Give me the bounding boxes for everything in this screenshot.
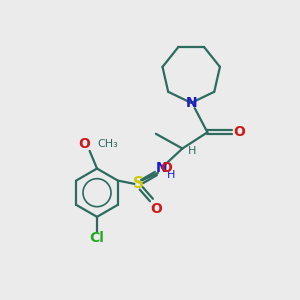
Text: S: S bbox=[133, 176, 144, 191]
Text: O: O bbox=[151, 202, 162, 217]
Text: N: N bbox=[185, 96, 197, 110]
Text: O: O bbox=[78, 137, 90, 152]
Text: Cl: Cl bbox=[90, 231, 104, 245]
Text: O: O bbox=[233, 125, 245, 139]
Text: O: O bbox=[160, 161, 172, 175]
Text: N: N bbox=[156, 161, 168, 175]
Text: H: H bbox=[167, 170, 175, 180]
Text: CH₃: CH₃ bbox=[98, 140, 118, 149]
Text: H: H bbox=[188, 146, 196, 157]
